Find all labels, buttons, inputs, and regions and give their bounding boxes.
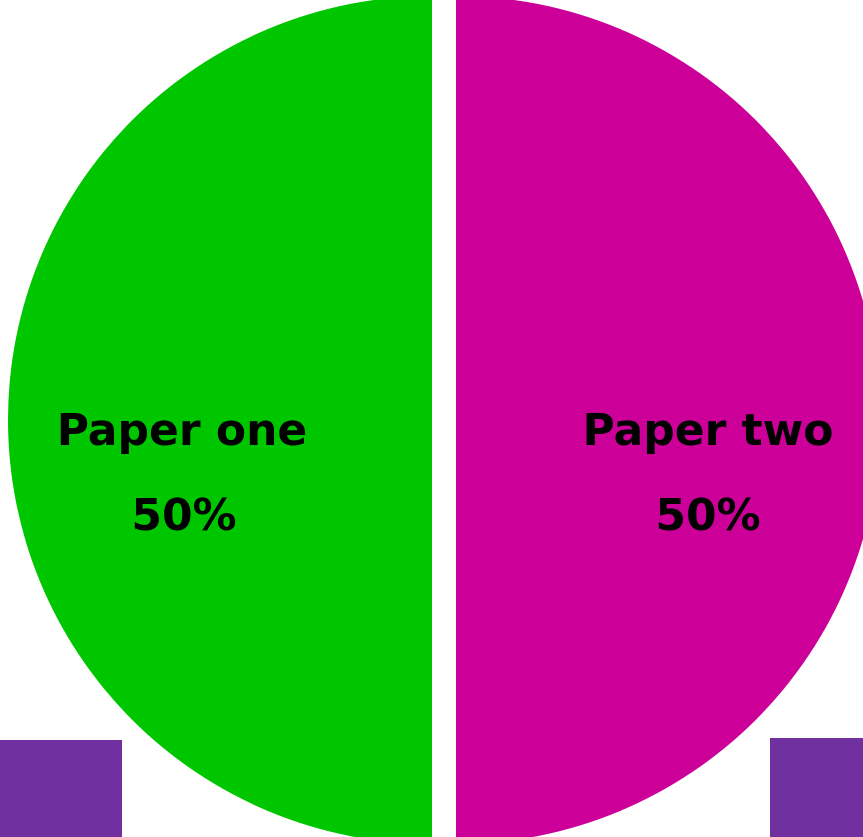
slice-value-paper-two: 50% — [655, 490, 760, 541]
labels-layer: Paper one 50% Paper two 50% — [57, 405, 834, 541]
pie-slice-paper-two — [456, 0, 863, 837]
corner-decoration-left — [0, 740, 122, 837]
corner-decoration-right — [770, 738, 863, 837]
slice-label-paper-two: Paper two — [582, 405, 833, 456]
slice-label-paper-one: Paper one — [57, 405, 308, 456]
slice-value-paper-one: 50% — [131, 490, 236, 541]
slices-layer — [8, 0, 863, 837]
pie-slice-paper-one — [8, 0, 432, 837]
